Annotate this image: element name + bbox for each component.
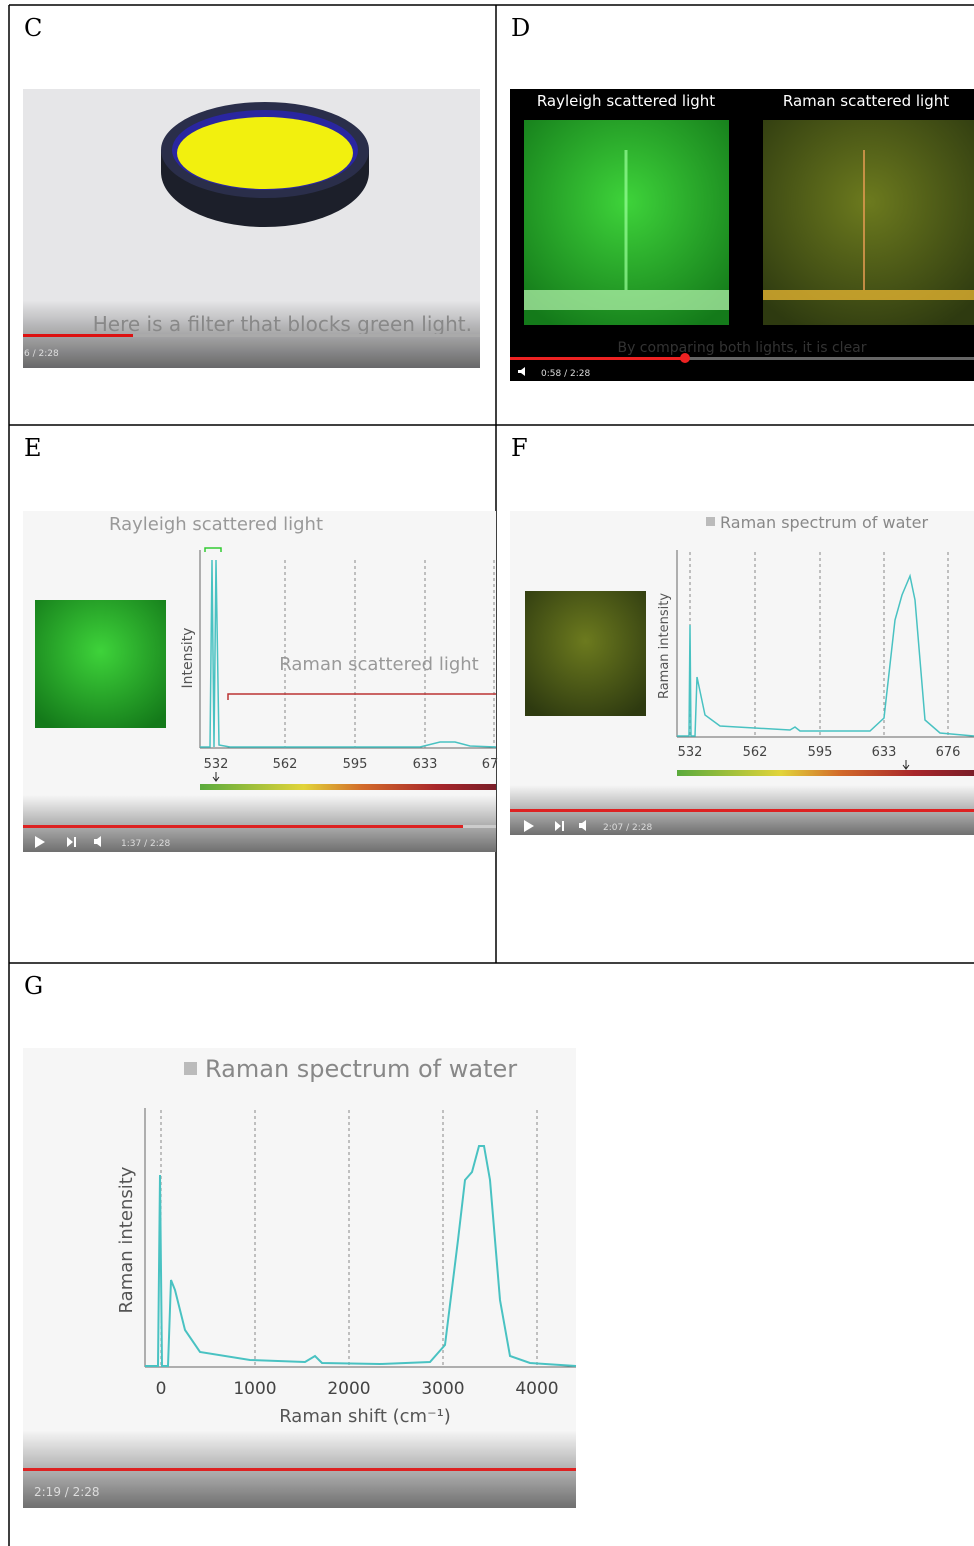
graphic xyxy=(227,693,496,700)
x-tick-label: 595 xyxy=(343,757,368,772)
graphic xyxy=(902,760,910,770)
graphic xyxy=(677,573,974,737)
video-d: Rayleigh scattered light Raman scattered… xyxy=(510,89,974,381)
graphic xyxy=(23,795,496,852)
graphic xyxy=(212,772,220,782)
graphic xyxy=(23,1468,576,1471)
x-tick-label: 676 xyxy=(936,745,961,760)
video-g: Raman spectrum of water Raman intensity … xyxy=(23,1048,577,1508)
graphic xyxy=(35,600,166,728)
play-button[interactable] xyxy=(524,820,534,832)
panel-label: G xyxy=(24,972,43,1000)
x-tick-label: 532 xyxy=(678,745,703,760)
graphic xyxy=(23,334,133,337)
graphic xyxy=(763,290,974,300)
x-tick-label: 562 xyxy=(273,757,298,772)
x-axis-label: Raman shift (cm⁻¹) xyxy=(279,1406,451,1427)
caption: By comparing both lights, it is clear xyxy=(617,340,866,356)
x-tick-label: 0 xyxy=(156,1379,167,1399)
graphic xyxy=(677,770,974,776)
graphic xyxy=(524,290,729,310)
timestamp: 1:37 / 2:28 xyxy=(121,839,170,849)
graphic xyxy=(200,784,496,790)
graphic xyxy=(145,1145,577,1367)
x-tick-label: 3000 xyxy=(421,1379,464,1399)
volume-button[interactable] xyxy=(518,367,525,376)
graphic xyxy=(680,353,690,363)
graphic xyxy=(204,547,222,552)
video-c: Here is a filter that blocks green light… xyxy=(23,89,480,368)
graphic xyxy=(706,517,715,526)
y-axis-label: Raman intensity xyxy=(116,1166,137,1313)
video-f: Raman spectrum of water Raman intensity … xyxy=(510,511,974,835)
graphic xyxy=(184,1062,197,1075)
x-tick-label: 562 xyxy=(743,745,768,760)
graphic xyxy=(510,357,974,360)
play-button[interactable] xyxy=(35,836,45,848)
y-axis-label: Raman intensity xyxy=(657,593,672,699)
panel-label: F xyxy=(511,434,528,462)
image-title: Rayleigh scattered light xyxy=(537,92,715,110)
timestamp: 6 / 2:28 xyxy=(24,349,59,359)
volume-button[interactable] xyxy=(94,836,101,847)
graphic xyxy=(525,591,646,716)
graphic xyxy=(177,117,353,189)
x-tick-label: 532 xyxy=(204,757,229,772)
panel-borders xyxy=(8,4,974,1546)
panel-label: C xyxy=(24,14,42,42)
timestamp: 2:19 / 2:28 xyxy=(34,1485,100,1499)
x-tick-label: 67 xyxy=(482,757,499,772)
next-button[interactable] xyxy=(67,837,76,847)
x-tick-label: 2000 xyxy=(327,1379,370,1399)
x-tick-label: 633 xyxy=(413,757,438,772)
chart-title: Raman spectrum of water xyxy=(720,513,929,532)
x-tick-label: 595 xyxy=(808,745,833,760)
y-axis-label: Intensity xyxy=(180,628,196,689)
timestamp: 0:58 / 2:28 xyxy=(541,369,590,379)
graphic xyxy=(23,334,480,337)
graphic xyxy=(200,559,497,748)
annotation: Raman scattered light xyxy=(279,654,478,675)
volume-button[interactable] xyxy=(579,820,586,831)
graphic xyxy=(23,825,463,828)
panel-label: D xyxy=(511,14,530,42)
caption: Here is a filter that blocks green light… xyxy=(93,312,472,336)
next-button[interactable] xyxy=(555,821,564,831)
panel-label: E xyxy=(24,434,42,462)
graphic xyxy=(284,560,495,748)
timestamp: 2:07 / 2:28 xyxy=(603,823,652,833)
graphic xyxy=(510,809,974,812)
graphic xyxy=(510,357,685,360)
x-tick-label: 4000 xyxy=(515,1379,558,1399)
x-tick-label: 1000 xyxy=(233,1379,276,1399)
image-title: Raman scattered light xyxy=(783,92,949,110)
x-tick-label: 633 xyxy=(872,745,897,760)
annotation: Rayleigh scattered light xyxy=(109,514,323,535)
video-e: Rayleigh scattered light Intensity Raman… xyxy=(23,511,498,852)
chart-title: Raman spectrum of water xyxy=(205,1055,517,1083)
